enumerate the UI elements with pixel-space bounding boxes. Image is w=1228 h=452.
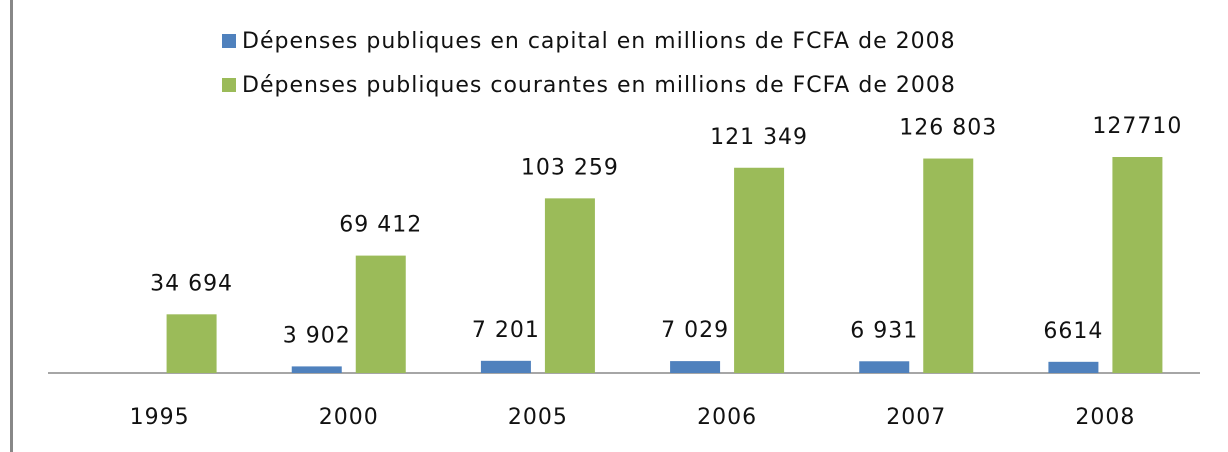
bar	[544, 198, 595, 373]
data-label: 34 694	[150, 271, 233, 296]
legend-swatch	[222, 34, 236, 48]
data-label: 69 412	[339, 213, 422, 238]
data-label: 3 902	[283, 323, 351, 348]
data-label: 103 259	[521, 155, 619, 180]
legend-swatch	[222, 78, 236, 92]
bar	[480, 360, 531, 373]
x-tick-label: 2006	[697, 405, 757, 430]
data-label: 7 029	[661, 318, 729, 343]
bar	[291, 366, 342, 373]
x-tick-label: 2000	[319, 405, 379, 430]
left-border	[10, 0, 13, 452]
bar	[1112, 157, 1163, 373]
bar	[734, 167, 785, 373]
data-label: 121 349	[710, 125, 808, 150]
x-tick-label: 2007	[886, 405, 946, 430]
x-tick-label: 2005	[508, 405, 568, 430]
bar	[670, 361, 721, 373]
x-tick-label: 1995	[130, 405, 190, 430]
data-label: 127710	[1092, 114, 1182, 139]
bar	[923, 158, 974, 373]
data-label: 7 201	[472, 318, 540, 343]
bar	[859, 361, 910, 373]
data-label: 6 931	[850, 318, 918, 343]
x-tick-label: 2008	[1075, 405, 1135, 430]
bar	[355, 255, 406, 373]
bar	[166, 314, 217, 373]
data-label: 6614	[1043, 319, 1103, 344]
legend-label: Dépenses publiques courantes en millions…	[242, 73, 956, 98]
data-label: 126 803	[899, 116, 997, 141]
bar	[1048, 361, 1099, 373]
legend-label: Dépenses publiques en capital en million…	[242, 29, 956, 54]
